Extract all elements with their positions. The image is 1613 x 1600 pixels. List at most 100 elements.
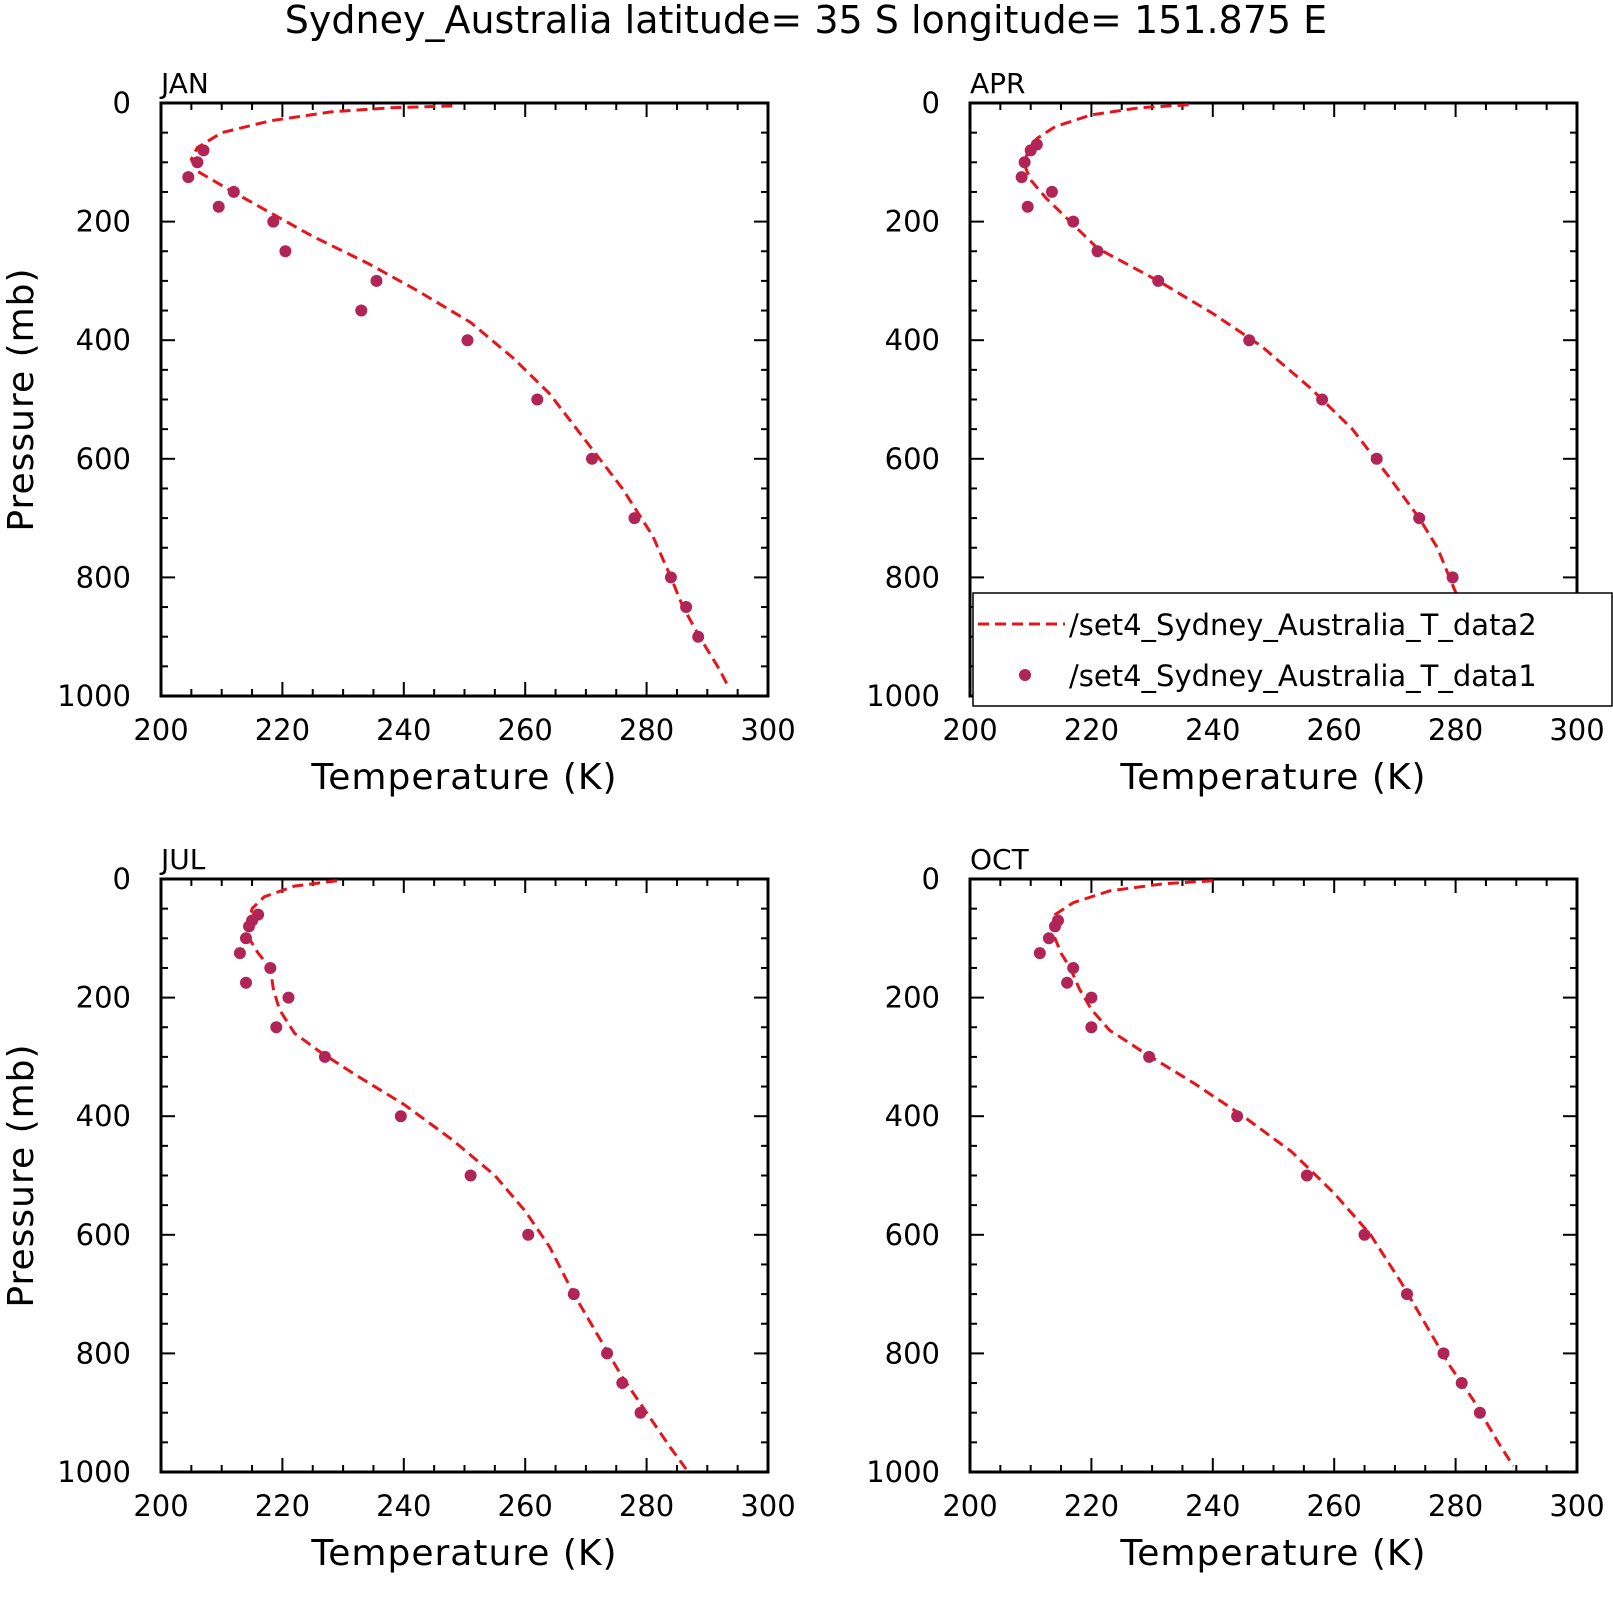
- data-point: [1085, 991, 1098, 1004]
- x-tick-label: 200: [133, 713, 188, 747]
- panel-oct: OCT 200 220 240 260 280 300 0 200 400 600 800 1000 Te…: [866, 843, 1604, 1574]
- data-point: [680, 601, 693, 613]
- data-point: [1049, 920, 1061, 933]
- data-point: [567, 1288, 580, 1301]
- x-tick-label: 300: [1549, 713, 1604, 747]
- x-tick-label: 240: [1185, 1489, 1240, 1523]
- x-tick-label: 260: [1307, 1489, 1362, 1523]
- data-point: [1455, 1377, 1468, 1389]
- panel-label: JAN: [159, 67, 209, 100]
- y-tick-label: 200: [885, 981, 940, 1015]
- x-tick-label: 240: [1185, 713, 1240, 747]
- data-point: [1152, 274, 1165, 287]
- y-tick-label: 200: [76, 205, 131, 239]
- panel-jul: JUL 200 220 240 260 280 300 0 200 400 600 800 1000 Te…: [1, 843, 796, 1574]
- data-point: [243, 920, 255, 933]
- data-point: [522, 1228, 535, 1241]
- x-tick-label: 200: [133, 1489, 188, 1523]
- x-tick-label: 260: [498, 713, 553, 747]
- data-point: [394, 1110, 407, 1123]
- data-point: [240, 932, 252, 945]
- y-tick-label: 200: [885, 205, 940, 239]
- series-dots-obs: [182, 144, 705, 643]
- series-dots-obs: [233, 908, 647, 1419]
- x-tick-label: 240: [376, 713, 431, 747]
- data-point: [355, 304, 368, 317]
- y-tick-label: 600: [76, 1218, 131, 1252]
- data-point: [270, 1021, 283, 1034]
- x-tick-label: 240: [376, 1489, 431, 1523]
- y-tick-label: 1000: [57, 1455, 131, 1489]
- data-point: [1018, 156, 1031, 169]
- data-point: [279, 245, 292, 258]
- panel-label: JUL: [159, 843, 206, 876]
- series-dots-obs: [1033, 914, 1486, 1419]
- y-tick-label: 0: [922, 862, 940, 896]
- data-point: [370, 274, 383, 287]
- data-point: [616, 1377, 629, 1389]
- data-point: [197, 144, 210, 157]
- y-tick-label: 1000: [57, 679, 131, 713]
- data-point: [264, 962, 277, 974]
- series-line-model: [189, 104, 730, 688]
- x-tick-label: 220: [255, 1489, 310, 1523]
- data-point: [233, 947, 246, 960]
- y-tick-label: 200: [76, 981, 131, 1015]
- data-point: [182, 171, 195, 184]
- x-tick-label: 300: [740, 713, 795, 747]
- series-line-model: [1050, 879, 1515, 1467]
- y-tick-label: 0: [113, 86, 131, 120]
- legend-entry: /set4_Sydney_Australia_T_data1: [1069, 659, 1537, 693]
- x-axis-label: Temperature (K): [310, 1533, 617, 1574]
- data-point: [1413, 512, 1426, 525]
- y-tick-label: 400: [885, 323, 940, 357]
- data-point: [1446, 571, 1459, 584]
- data-point: [1358, 1228, 1371, 1241]
- data-point: [1021, 200, 1034, 213]
- legend-box: [972, 592, 1613, 707]
- x-tick-label: 300: [1549, 1489, 1604, 1523]
- panels: JAN 200 220 240 260 280 300 0 200 400 600 800 1000 Te…: [1, 67, 1613, 1574]
- plot-frame: [968, 877, 1579, 1474]
- y-tick-label: 800: [76, 560, 131, 594]
- series-line-model: [1023, 103, 1527, 694]
- data-point: [1316, 393, 1329, 406]
- legend-entry: /set4_Sydney_Australia_T_data2: [1069, 608, 1537, 642]
- panel-jan: JAN 200 220 240 260 280 300 0 200 400 600 800 1000 Te…: [1, 67, 796, 798]
- x-axis-label: Temperature (K): [310, 757, 617, 798]
- x-tick-label: 300: [740, 1489, 795, 1523]
- data-point: [1067, 962, 1080, 974]
- y-tick-label: 600: [885, 442, 940, 476]
- data-point: [1061, 976, 1074, 989]
- ticks: [160, 878, 769, 1473]
- x-tick-label: 220: [255, 713, 310, 747]
- data-point: [531, 393, 544, 406]
- data-point: [1143, 1050, 1156, 1063]
- data-point: [191, 156, 204, 169]
- y-tick-label: 1000: [866, 679, 940, 713]
- x-tick-label: 220: [1064, 1489, 1119, 1523]
- data-point: [664, 571, 677, 584]
- data-point: [212, 200, 225, 213]
- panel-apr: APR 200 220 240 260 280 300 0 200 400 600 800 1000 Te…: [866, 67, 1613, 798]
- x-tick-label: 200: [942, 713, 997, 747]
- panel-label: APR: [970, 67, 1026, 100]
- plot-frame: [159, 101, 770, 698]
- x-tick-label: 280: [1428, 1489, 1483, 1523]
- data-point: [628, 512, 641, 525]
- ticks: [160, 102, 769, 697]
- x-tick-label: 280: [1428, 713, 1483, 747]
- data-point: [601, 1347, 614, 1360]
- figure-title: Sydney_Australia latitude= 35 S longitud…: [285, 0, 1327, 42]
- y-tick-label: 600: [76, 442, 131, 476]
- data-point: [318, 1050, 331, 1063]
- y-axis-label: Pressure (mb): [1, 267, 42, 531]
- panel-label: OCT: [970, 843, 1030, 876]
- x-axis-label: Temperature (K): [1119, 757, 1426, 798]
- data-point: [634, 1406, 647, 1419]
- y-tick-label: 1000: [866, 1455, 940, 1489]
- y-tick-label: 600: [885, 1218, 940, 1252]
- data-point: [1024, 144, 1037, 157]
- y-axis-label: Pressure (mb): [1, 1043, 42, 1307]
